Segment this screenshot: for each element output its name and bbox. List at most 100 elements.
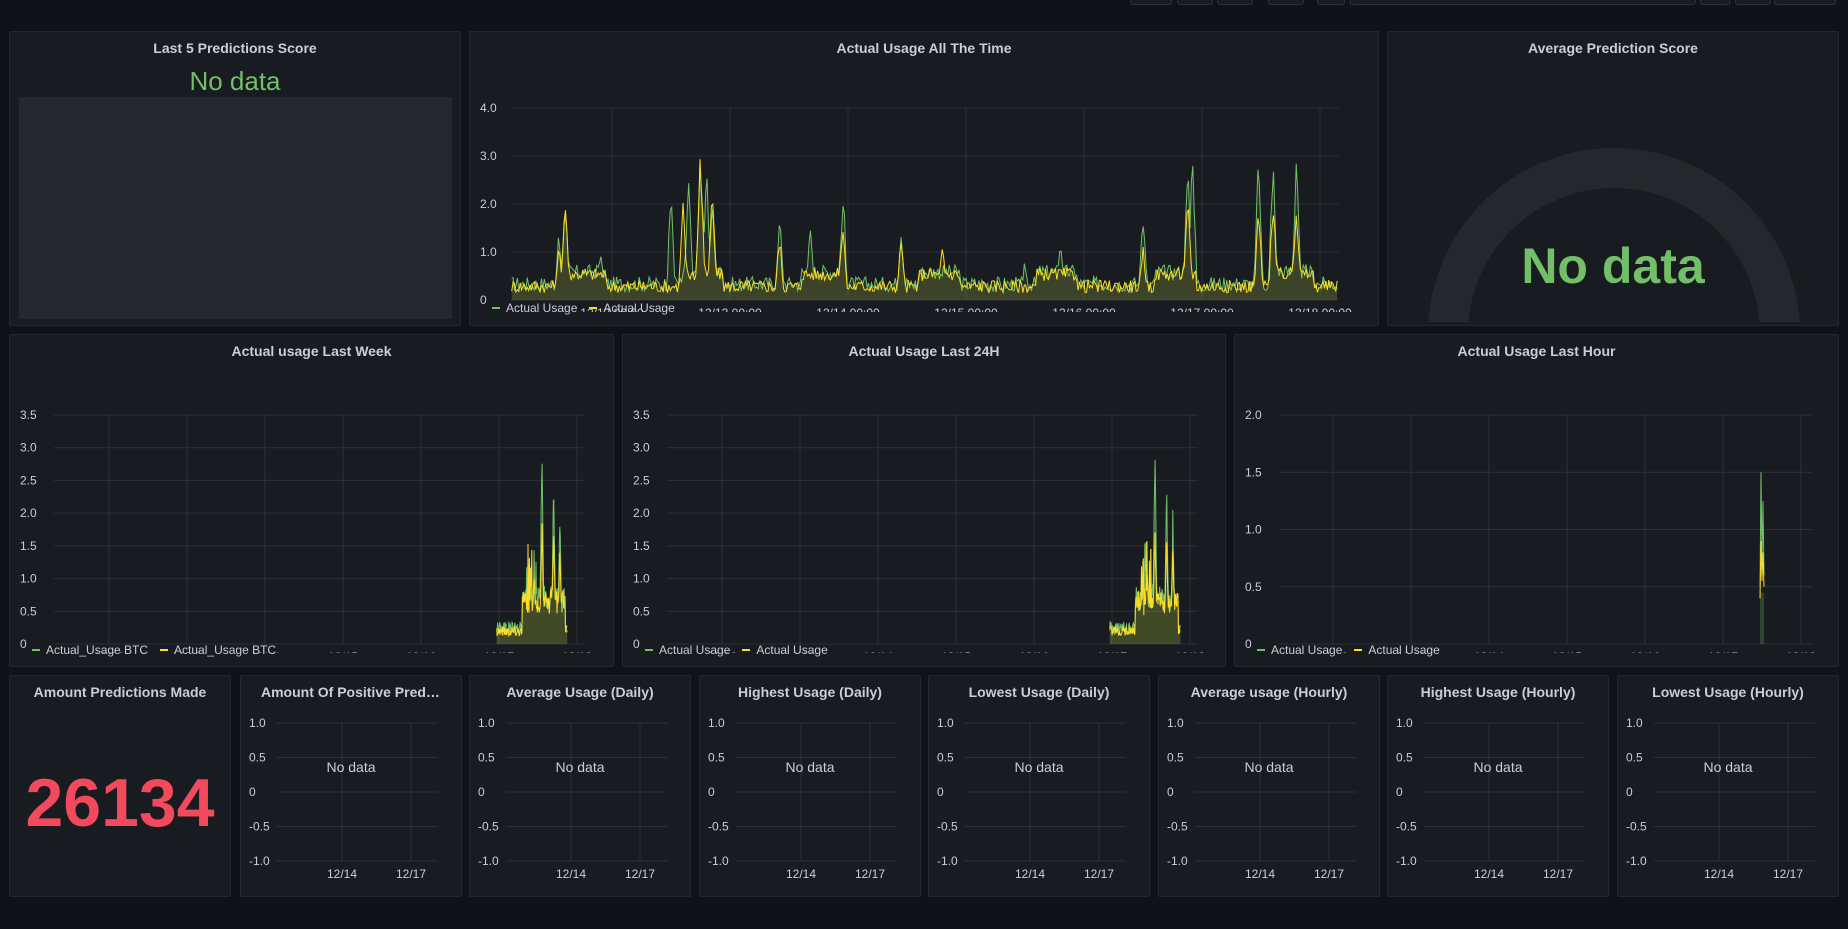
timeseries-chart[interactable]: 4.0 3.0 2.0 1.0 0 12/12 00:00 12/13 00:00 12/14… — [470, 62, 1379, 312]
y-tick-label: 0.5 — [1167, 751, 1184, 765]
empty-timeseries-chart[interactable]: 1.0 0.5 0 -0.5 -1.0 12/14 12/17 — [241, 702, 462, 892]
y-tick-label: 0.5 — [20, 604, 37, 618]
timeseries-chart[interactable]: 3.5 3.0 2.5 2.0 1.5 1.0 0.5 0 12/12 12/13 12/14 12/… — [10, 363, 614, 653]
x-tick-label: 12/15 00:00 — [934, 306, 998, 312]
y-tick-label: 0.5 — [937, 751, 954, 765]
legend-item[interactable]: Actual Usage — [1257, 643, 1342, 657]
legend-item[interactable]: Actual Usage — [645, 643, 730, 657]
legend-item[interactable]: Actual Usage — [492, 301, 577, 315]
gauge — [1428, 148, 1800, 322]
legend-item[interactable]: Actual_Usage BTC — [32, 643, 148, 657]
time-range-picker[interactable] — [1350, 0, 1696, 5]
panel-small-6[interactable]: Highest Usage (Hourly) 1.0 0.5 0 -0.5 -1.0 12/… — [1387, 675, 1609, 897]
legend-item[interactable]: Actual Usage — [589, 301, 675, 315]
panel-average-prediction-score[interactable]: Average Prediction Score No data — [1387, 31, 1839, 326]
legend-item[interactable]: Actual Usage — [1354, 643, 1440, 657]
x-tick-label: 12/13 — [172, 650, 202, 653]
panel-small-4[interactable]: Lowest Usage (Daily) 1.0 0.5 0 -0.5 -1.0 12/14… — [928, 675, 1150, 897]
y-tick-label: -1.0 — [1167, 854, 1188, 868]
y-tick-label: -0.5 — [937, 820, 958, 834]
y-tick-label: 3.5 — [633, 408, 650, 422]
x-tick-label: 12/17 — [396, 867, 426, 881]
y-tick-label: -0.5 — [478, 820, 499, 834]
panel-title: Last 5 Predictions Score — [153, 40, 317, 56]
x-tick-label: 12/17 — [1084, 867, 1114, 881]
legend-item[interactable]: Actual_Usage BTC — [160, 643, 276, 657]
x-tick-label: 12/18 — [1175, 650, 1205, 653]
no-data-label: No data — [1703, 759, 1753, 775]
panel-small-2[interactable]: Average Usage (Daily) 1.0 0.5 0 -0.5 -1.0 12/1… — [469, 675, 691, 897]
x-tick-label: 12/17 00:00 — [1170, 306, 1234, 312]
chart-legend: Actual_Usage BTC Actual_Usage BTC — [32, 643, 276, 657]
y-tick-label: 1.0 — [1245, 523, 1262, 537]
y-tick-label: 2.5 — [20, 473, 37, 487]
refresh-button[interactable] — [1774, 0, 1836, 5]
x-tick-label: 12/16 00:00 — [1052, 306, 1116, 312]
empty-timeseries-chart[interactable]: 1.0 0.5 0 -0.5 -1.0 12/14 12/17 — [700, 702, 921, 892]
x-tick-label: 12/12 — [1318, 650, 1348, 653]
legend-swatch-yellow — [742, 649, 751, 651]
y-tick-label: 3.0 — [633, 441, 650, 455]
toolbar-button[interactable] — [1700, 0, 1730, 5]
empty-timeseries-chart[interactable]: 1.0 0.5 0 -0.5 -1.0 12/14 12/17 — [470, 702, 691, 892]
x-tick-label: 12/18 — [562, 650, 592, 653]
y-tick-label: 0 — [1167, 785, 1174, 799]
no-data-label: No data — [555, 759, 605, 775]
x-tick-label: 12/14 00:00 — [816, 306, 880, 312]
x-tick-label: 12/17 — [1773, 867, 1803, 881]
legend-label: Actual Usage — [506, 301, 578, 315]
series-area — [1760, 592, 1764, 644]
panel-actual-usage-last-24h[interactable]: Actual Usage Last 24H 3.5 3.0 2.5 2.0 1.5 1.0… — [622, 334, 1226, 667]
x-tick-label: 12/17 — [484, 650, 514, 653]
y-tick-label: 1.0 — [478, 716, 495, 730]
y-tick-label: 0.5 — [633, 604, 650, 618]
toolbar-button[interactable] — [1735, 0, 1771, 5]
toolbar-button[interactable] — [1268, 0, 1304, 5]
series-line — [511, 159, 1338, 295]
empty-timeseries-chart[interactable]: 1.0 0.5 0 -0.5 -1.0 12/14 12/17 — [929, 702, 1150, 892]
panel-amount-predictions-made[interactable]: Amount Predictions Made 26134 — [9, 675, 231, 897]
x-tick-label: 12/17 — [1097, 650, 1127, 653]
y-tick-label: 0.5 — [708, 751, 725, 765]
panel-title: Actual Usage Last Hour — [1457, 343, 1616, 359]
y-tick-label: 1.0 — [480, 245, 497, 259]
toolbar-button[interactable] — [1130, 0, 1172, 5]
panel-small-7[interactable]: Lowest Usage (Hourly) 1.0 0.5 0 -0.5 -1.0 12/1… — [1617, 675, 1839, 897]
x-tick-label: 12/14 — [863, 650, 893, 653]
y-tick-label: 3.5 — [20, 408, 37, 422]
legend-item[interactable]: Actual Usage — [742, 643, 828, 657]
toolbar-button[interactable] — [1317, 0, 1345, 5]
panel-actual-usage-last-hour[interactable]: Actual Usage Last Hour 2.0 1.5 1.0 0.5 0 12/1… — [1234, 334, 1839, 667]
x-tick-label: 12/16 — [1019, 650, 1049, 653]
y-tick-label: -1.0 — [1396, 854, 1417, 868]
x-tick-label: 12/15 — [1552, 650, 1582, 653]
timeseries-chart[interactable]: 3.5 3.0 2.5 2.0 1.5 1.0 0.5 0 12/12 12/13 12/14 12/… — [623, 363, 1226, 653]
toolbar-button[interactable] — [1217, 0, 1253, 5]
gauge-track — [1428, 148, 1800, 322]
panel-actual-usage-last-week[interactable]: Actual usage Last Week 3.5 3.0 2.5 2.0 1.5 1.… — [9, 334, 614, 667]
empty-timeseries-chart[interactable]: 1.0 0.5 0 -0.5 -1.0 12/14 12/17 — [1159, 702, 1380, 892]
y-tick-label: 1.0 — [937, 716, 954, 730]
panel-small-1[interactable]: Amount Of Positive Predict... 1.0 0.5 0 -0.5… — [240, 675, 462, 897]
panel-actual-usage-all-time[interactable]: Actual Usage All The Time 4.0 3.0 2.0 1.0 0 1… — [469, 31, 1379, 326]
panel-title: Average usage (Hourly) — [1190, 684, 1348, 700]
panel-title: Average Prediction Score — [1528, 40, 1698, 56]
legend-label: Actual Usage — [659, 643, 731, 657]
y-tick-label: 2.0 — [480, 197, 497, 211]
empty-timeseries-chart[interactable]: 1.0 0.5 0 -0.5 -1.0 12/14 12/17 — [1618, 702, 1839, 892]
empty-bar-area — [19, 97, 452, 319]
panel-small-3[interactable]: Highest Usage (Daily) 1.0 0.5 0 -0.5 -1.0 12/1… — [699, 675, 921, 897]
x-tick-label: 12/18 — [1786, 650, 1816, 653]
y-tick-label: 3.0 — [480, 149, 497, 163]
empty-timeseries-chart[interactable]: 1.0 0.5 0 -0.5 -1.0 12/14 12/17 — [1388, 702, 1609, 892]
panel-small-5[interactable]: Average usage (Hourly) 1.0 0.5 0 -0.5 -1.0 12/… — [1158, 675, 1380, 897]
toolbar-button[interactable] — [1177, 0, 1213, 5]
y-tick-label: 0 — [937, 785, 944, 799]
no-data-label: No data — [189, 66, 281, 96]
x-tick-label: 12/17 — [1708, 650, 1738, 653]
y-tick-label: -1.0 — [1626, 854, 1647, 868]
legend-label: Actual Usage — [1368, 643, 1440, 657]
panel-last5-predictions[interactable]: Last 5 Predictions Score No data — [9, 31, 461, 326]
top-toolbar — [0, 0, 1848, 5]
timeseries-chart[interactable]: 2.0 1.5 1.0 0.5 0 12/12 12/13 12/14 12/15 12/16 12… — [1235, 363, 1839, 653]
